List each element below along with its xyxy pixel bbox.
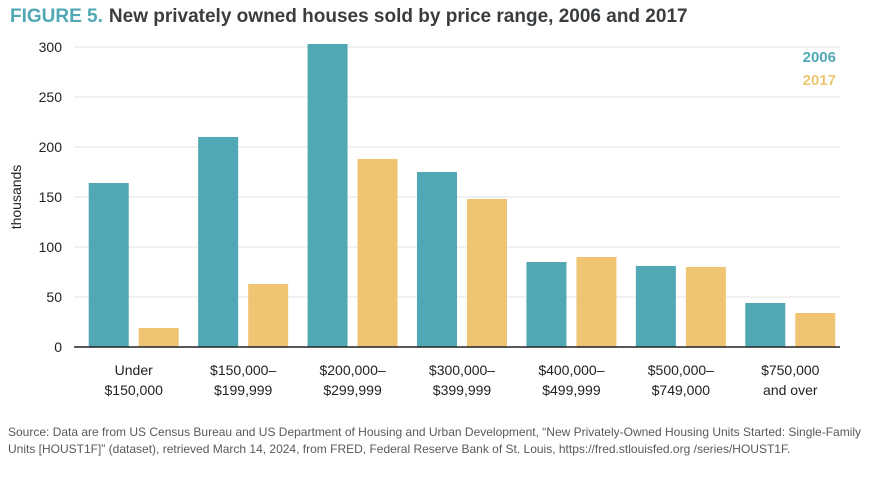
bar-2017 bbox=[685, 267, 726, 347]
x-category-label: $300,000– bbox=[429, 362, 495, 378]
x-category-label: $150,000 bbox=[105, 382, 164, 398]
y-axis-label: thousands bbox=[8, 165, 24, 230]
y-tick-label: 100 bbox=[39, 239, 63, 255]
bar-2017 bbox=[138, 328, 179, 347]
legend-2017: 2017 bbox=[803, 72, 836, 89]
bar-2006 bbox=[198, 137, 239, 347]
chart-title: FIGURE 5. New privately owned houses sold… bbox=[10, 6, 688, 28]
bar-2006 bbox=[635, 266, 676, 347]
x-category-label: Under bbox=[115, 362, 153, 378]
x-category-label: $500,000– bbox=[648, 362, 714, 378]
x-category-label: and over bbox=[763, 382, 818, 398]
x-category-label: $399,999 bbox=[433, 382, 492, 398]
bar-2006 bbox=[307, 44, 348, 347]
y-tick-label: 250 bbox=[39, 89, 63, 105]
y-tick-label: 300 bbox=[39, 39, 63, 55]
bar-2017 bbox=[357, 159, 398, 347]
x-category-label: $749,000 bbox=[652, 382, 711, 398]
x-category-label: $750,000 bbox=[761, 362, 820, 378]
x-category-label: $200,000– bbox=[319, 362, 385, 378]
bar-2017 bbox=[248, 284, 289, 347]
y-tick-label: 150 bbox=[39, 189, 63, 205]
figure-label: FIGURE 5. bbox=[10, 6, 103, 27]
y-tick-label: 0 bbox=[54, 339, 62, 355]
x-category-label: $150,000– bbox=[210, 362, 276, 378]
y-tick-label: 200 bbox=[39, 139, 63, 155]
x-category-label: $499,999 bbox=[542, 382, 601, 398]
bar-chart: 0 50 100 150 200 250 300 thousands Under $150,000… bbox=[8, 39, 840, 398]
bar-2006 bbox=[526, 262, 567, 347]
source-note: Source: Data are from US Census Bureau a… bbox=[8, 425, 862, 456]
x-category-label: $400,000– bbox=[538, 362, 604, 378]
y-tick-label: 50 bbox=[46, 289, 62, 305]
bar-2006 bbox=[745, 303, 786, 347]
bar-2017 bbox=[576, 257, 617, 347]
legend-2006: 2006 bbox=[803, 49, 836, 66]
bar-2017 bbox=[795, 313, 836, 347]
x-category-label: $199,999 bbox=[214, 382, 273, 398]
title-text: New privately owned houses sold by price… bbox=[108, 6, 688, 27]
bar-2006 bbox=[88, 183, 129, 347]
x-category-label: $299,999 bbox=[323, 382, 382, 398]
bar-2006 bbox=[417, 172, 457, 347]
bar-2017 bbox=[467, 199, 507, 347]
